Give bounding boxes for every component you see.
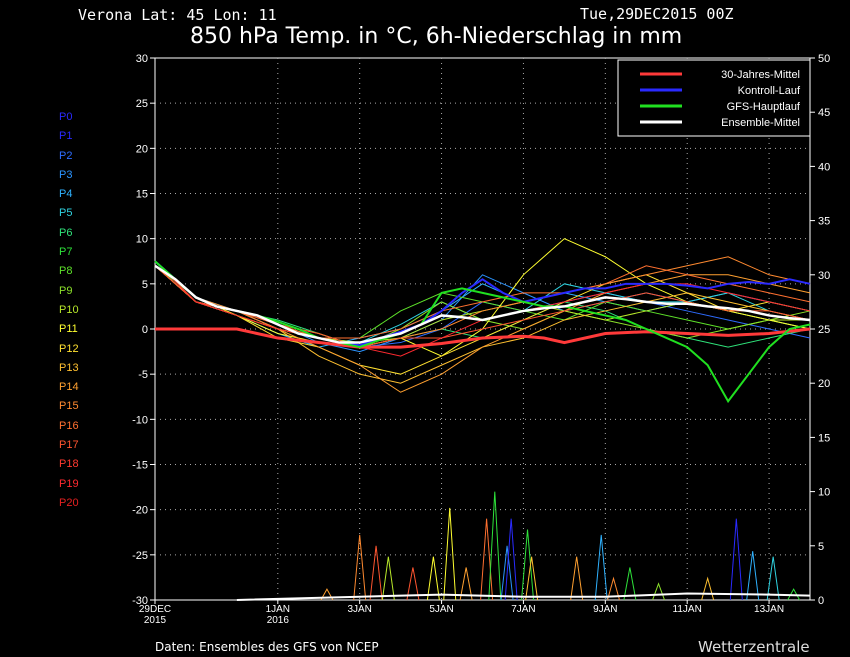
precip-spike: [504, 518, 518, 601]
legend-label: 30-Jahres-Mittel: [721, 69, 800, 81]
left-tick-label: -20: [132, 505, 148, 517]
x-tick-label: 3JAN: [347, 604, 371, 615]
member-label-p8: P8: [59, 265, 73, 278]
member-label-p17: P17: [59, 439, 79, 452]
left-tick-label: -30: [132, 595, 148, 607]
x-tick-label: 13JAN: [754, 604, 784, 615]
right-tick-label: 50: [818, 53, 830, 65]
chart-title: 850 hPa Temp. in °C, 6h-Niederschlag in …: [190, 24, 683, 49]
x-tick-label: 29DEC: [139, 604, 171, 615]
member-label-p7: P7: [59, 246, 73, 259]
right-tick-label: 0: [818, 595, 824, 607]
left-tick-label: -15: [132, 460, 148, 472]
x-tick-label: 1JAN: [266, 604, 290, 615]
precip-spike: [353, 534, 367, 601]
right-tick-label: 10: [818, 487, 830, 499]
member-label-p15: P15: [59, 400, 79, 413]
precip-spike: [443, 507, 457, 601]
member-label-p16: P16: [59, 419, 79, 432]
member-label-p6: P6: [59, 226, 73, 239]
left-tick-label: 5: [142, 279, 148, 291]
left-tick-label: 30: [136, 53, 148, 65]
precip-spike: [320, 588, 334, 601]
precip-spike: [787, 588, 801, 601]
precip-spike: [594, 534, 608, 601]
x-tick-sublabel: 2016: [267, 615, 290, 626]
member-label-p5: P5: [59, 207, 73, 220]
precip-spike: [426, 556, 440, 601]
x-tick-sublabel: 2015: [144, 615, 167, 626]
precip-spike: [607, 576, 620, 601]
precip-spike: [652, 582, 666, 601]
right-tick-label: 5: [818, 541, 824, 553]
member-label-p2: P2: [59, 149, 73, 162]
precip-spike: [521, 529, 535, 601]
precip-spike: [488, 491, 502, 601]
precip-spike: [500, 545, 514, 601]
member-label-p1: P1: [59, 130, 73, 143]
member-label-p9: P9: [59, 284, 73, 297]
precip-spike: [701, 576, 715, 601]
member-label-p12: P12: [59, 342, 79, 355]
precip-spike: [623, 567, 637, 601]
right-tick-label: 25: [818, 324, 830, 336]
right-tick-label: 35: [818, 216, 830, 228]
precip-spike: [570, 556, 584, 601]
precip-spike: [766, 556, 780, 601]
x-tick-label: 11JAN: [673, 604, 702, 615]
precip-spike: [729, 518, 743, 601]
left-tick-label: 0: [142, 324, 148, 336]
precip-spike: [525, 556, 539, 601]
ensemble-member-line: [154, 265, 811, 339]
run-datetime: Tue,29DEC2015 00Z: [580, 5, 734, 23]
series-line--jahres-mittel: [155, 327, 811, 349]
member-label-p18: P18: [59, 458, 79, 471]
ensemble-member-list: P0 P1 P2 P3 P4 P5 P6 P7 P8 P9 P10 P11 P12 P13 P14 P15 P1…: [59, 111, 79, 516]
left-tick-label: 15: [136, 189, 148, 201]
x-tick-label: 5JAN: [429, 604, 453, 615]
member-label-p0: P0: [59, 111, 73, 123]
x-tick-label: 7JAN: [511, 604, 535, 615]
precip-spike: [746, 551, 760, 601]
precip-spike: [381, 556, 395, 601]
precip-spike: [406, 567, 420, 601]
member-label-p13: P13: [59, 361, 79, 374]
member-label-p19: P19: [59, 477, 79, 490]
member-label-p10: P10: [59, 303, 79, 316]
left-tick-label: -5: [138, 369, 148, 381]
x-tick-label: 9JAN: [593, 604, 617, 615]
left-tick-label: -25: [132, 550, 148, 562]
member-label-p11: P11: [59, 323, 78, 336]
right-tick-label: 15: [818, 432, 830, 444]
data-source-note: Daten: Ensembles des GFS von NCEP: [155, 640, 379, 654]
member-label-p20: P20: [59, 496, 79, 509]
left-tick-label: 20: [136, 143, 148, 155]
legend-label: GFS-Hauptlauf: [727, 101, 801, 113]
precip-spike: [459, 567, 473, 601]
brand-label: Wetterzentrale: [698, 638, 810, 656]
left-tick-label: 25: [136, 98, 148, 110]
right-tick-label: 30: [818, 270, 830, 282]
right-tick-label: 20: [818, 378, 830, 390]
precip-mean-line: [236, 592, 811, 601]
member-label-p14: P14: [59, 381, 79, 394]
member-label-p4: P4: [59, 188, 73, 201]
left-tick-label: 10: [136, 234, 148, 246]
precip-spike: [369, 545, 383, 601]
legend-label: Kontroll-Lauf: [738, 85, 801, 97]
member-label-p3: P3: [59, 168, 73, 181]
right-tick-label: 40: [818, 161, 830, 173]
left-tick-label: -10: [132, 414, 148, 426]
right-tick-label: 45: [818, 107, 830, 119]
legend-label: Ensemble-Mittel: [721, 117, 800, 129]
series-line-ensemble-mittel: [154, 264, 811, 344]
location-label: Verona Lat: 45 Lon: 11: [78, 6, 277, 24]
